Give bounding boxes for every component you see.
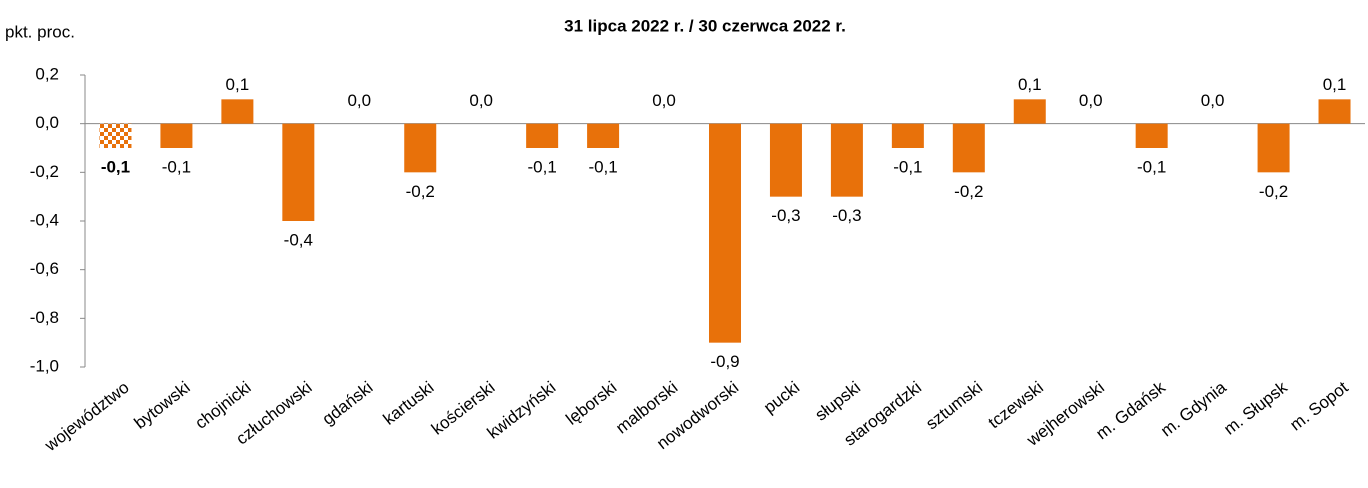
bar	[99, 123, 132, 148]
bar	[1257, 123, 1290, 173]
bar	[587, 123, 620, 148]
data-label: -0,1	[1137, 157, 1166, 176]
data-label: 0,0	[1201, 91, 1225, 110]
y-tick-label: -1,0	[30, 356, 59, 375]
bar	[891, 123, 924, 148]
bar	[952, 123, 985, 173]
bar	[1135, 123, 1168, 148]
data-label: 0,1	[1323, 75, 1347, 94]
x-tick-label: województwo	[41, 378, 133, 456]
x-tick-label: pucki	[760, 378, 803, 417]
data-label: -0,1	[588, 157, 617, 176]
data-label: -0,3	[771, 206, 800, 225]
data-label: -0,9	[710, 352, 739, 371]
data-label: 0,0	[347, 91, 371, 110]
x-tick-label: bytowski	[131, 378, 194, 433]
bar	[282, 123, 315, 221]
x-tick-label: m. Sopot	[1286, 378, 1352, 435]
bar	[221, 99, 254, 124]
bar	[769, 123, 802, 197]
data-label: -0,2	[406, 182, 435, 201]
x-tick-label: kwidzyński	[484, 378, 560, 443]
y-tick-label: -0,2	[30, 162, 59, 181]
data-label: 0,1	[1018, 75, 1042, 94]
x-tick-label: gdański	[319, 378, 377, 429]
bar	[404, 123, 437, 173]
y-tick-label: 0,0	[35, 113, 59, 132]
x-tick-label: słupski	[811, 378, 864, 425]
x-tick-label: sztumski	[922, 378, 986, 434]
bar	[160, 123, 193, 148]
bar	[1013, 99, 1046, 124]
data-label: 0,0	[1079, 91, 1103, 110]
bar	[526, 123, 559, 148]
data-label: -0,3	[832, 206, 861, 225]
data-label: -0,1	[527, 157, 556, 176]
data-label: 0,0	[652, 91, 676, 110]
data-label: -0,1	[101, 157, 130, 176]
y-axis-label: pkt. proc.	[5, 22, 75, 41]
y-tick-label: -0,8	[30, 308, 59, 327]
chart-title: 31 lipca 2022 r. / 30 czerwca 2022 r.	[564, 16, 846, 35]
data-label: -0,4	[284, 230, 313, 249]
data-label: 0,0	[469, 91, 493, 110]
bar	[709, 123, 741, 343]
data-label: -0,2	[1259, 182, 1288, 201]
y-tick-label: 0,2	[35, 64, 59, 83]
y-tick-label: -0,4	[30, 210, 59, 229]
data-label: 0,1	[226, 75, 250, 94]
y-tick-label: -0,6	[30, 259, 59, 278]
data-label: -0,2	[954, 182, 983, 201]
bar	[830, 123, 863, 197]
data-label: -0,1	[162, 157, 191, 176]
x-tick-label: m. Gdańsk	[1092, 377, 1169, 443]
x-tick-label: kartuski	[380, 378, 438, 429]
x-tick-label: m. Gdynia	[1157, 377, 1230, 440]
bar	[1318, 99, 1351, 124]
x-tick-label: lęborski	[562, 378, 620, 429]
x-tick-label: m. Słupsk	[1220, 377, 1291, 438]
data-label: -0,1	[893, 157, 922, 176]
